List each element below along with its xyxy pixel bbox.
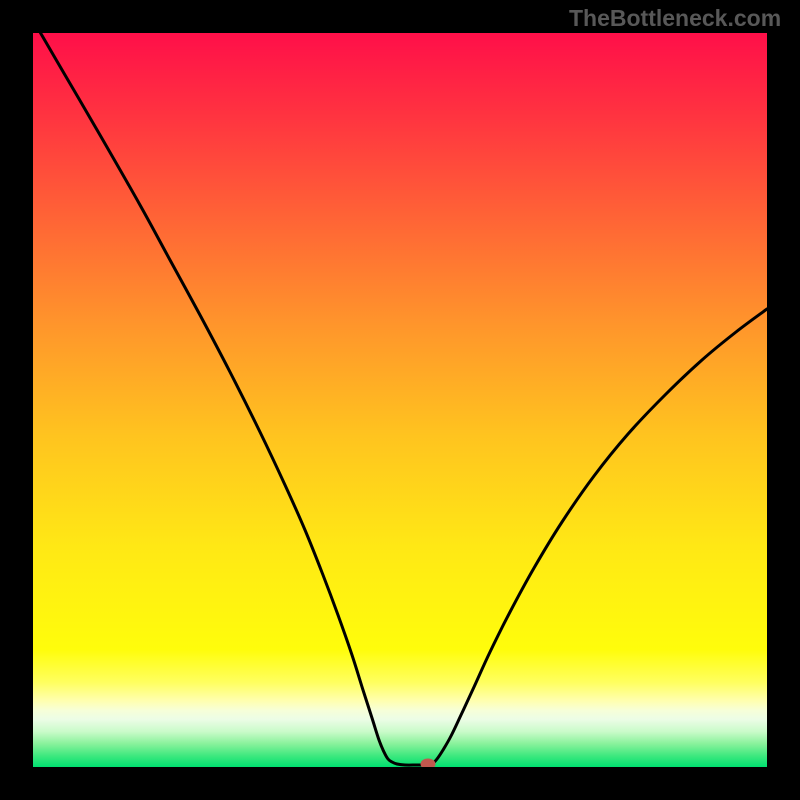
plot-background — [33, 33, 767, 767]
watermark-text: TheBottleneck.com — [569, 5, 781, 32]
chart-svg — [0, 0, 800, 800]
min-marker — [421, 759, 436, 770]
